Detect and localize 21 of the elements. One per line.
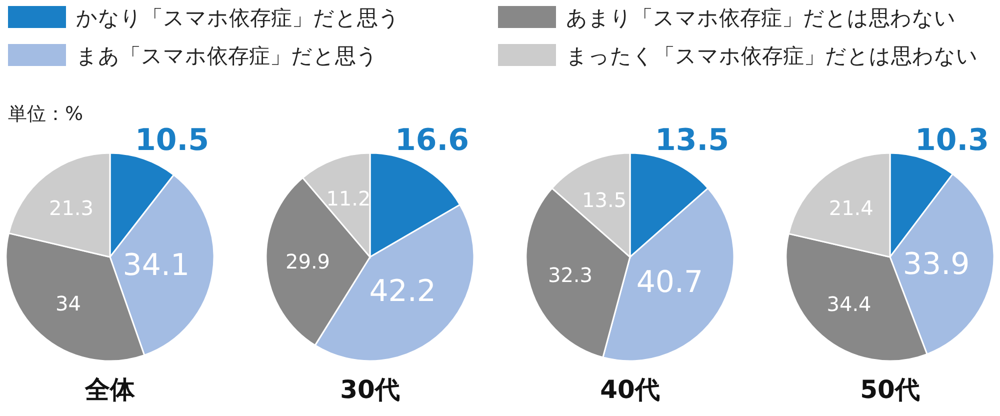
data-label: 10.5 xyxy=(134,123,210,158)
data-label: 10.3 xyxy=(914,123,990,158)
data-label: 32.3 xyxy=(548,262,593,287)
legend-label: かなり「スマホ依存症」だと思う xyxy=(76,6,400,30)
text: 全体 xyxy=(84,375,136,404)
data-label: 16.6 xyxy=(394,123,470,158)
data-label: 29.9 xyxy=(286,250,330,274)
legend-label: まあ「スマホ依存症」だと思う xyxy=(76,44,378,68)
text: 単位：% xyxy=(8,103,84,125)
legend-label: まったく「スマホ依存症」だとは思わない xyxy=(566,44,978,68)
text: 40代 xyxy=(600,375,660,404)
data-label: 42.2 xyxy=(369,274,436,310)
data-label: 33.9 xyxy=(902,247,970,282)
data-label: 34.1 xyxy=(122,248,190,284)
data-label: 13.5 xyxy=(654,123,730,158)
data-label: 40.7 xyxy=(636,265,704,300)
text: 50代 xyxy=(860,375,920,404)
legend-label: あまり「スマホ依存症」だとは思わない xyxy=(566,6,956,30)
data-label: 34.4 xyxy=(826,292,872,316)
data-label: 34 xyxy=(56,291,81,316)
text: 30代 xyxy=(340,375,400,404)
